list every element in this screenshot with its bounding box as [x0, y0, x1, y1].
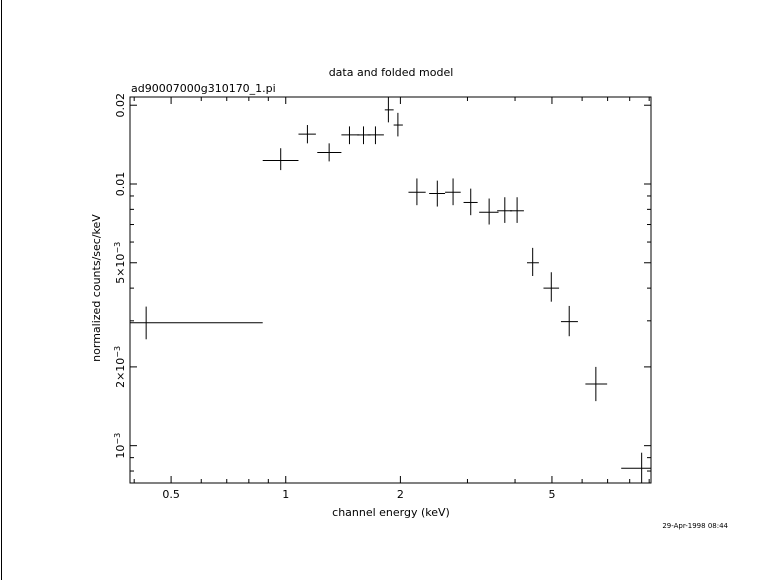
plot-frame — [129, 96, 652, 484]
data-point — [445, 178, 461, 206]
y-tick-label: 2×10−3 — [113, 346, 127, 388]
data-point — [384, 97, 394, 123]
x-axis-label: channel energy (keV) — [332, 506, 450, 519]
x-tick-labels: 0.5 1 2 5 — [162, 488, 555, 501]
timestamp: 29-Apr-1998 08:44 — [662, 522, 728, 530]
axis-ticks — [130, 97, 651, 483]
data-point — [130, 306, 263, 340]
x-tick-label: 0.5 — [162, 488, 180, 501]
data-point — [585, 366, 608, 402]
y-tick-label: 10−3 — [113, 433, 127, 459]
data-point — [560, 305, 578, 337]
data-point — [621, 452, 651, 483]
x-tick-label: 1 — [282, 488, 289, 501]
data-point — [429, 180, 446, 207]
data-point — [262, 148, 299, 171]
data-point — [341, 126, 360, 145]
y-tick-labels: 10−3 2×10−3 5×10−3 0.01 0.02 — [113, 93, 127, 459]
y-axis-label: normalized counts/sec/keV — [90, 214, 103, 362]
data-point — [510, 197, 524, 223]
y-tick-label: 0.01 — [114, 172, 127, 197]
data-point — [479, 198, 499, 225]
x-tick-label: 5 — [548, 488, 555, 501]
data-point — [367, 126, 384, 145]
data-point — [393, 112, 403, 137]
data-point — [527, 247, 539, 277]
data-points — [130, 97, 651, 483]
data-point — [298, 125, 316, 144]
data-point — [463, 188, 478, 216]
y-tick-label: 5×10−3 — [113, 242, 127, 284]
data-point — [543, 272, 560, 302]
chart-title: data and folded model — [329, 66, 454, 79]
x-tick-label: 2 — [397, 488, 404, 501]
y-tick-label: 0.02 — [114, 93, 127, 118]
data-point — [497, 197, 513, 223]
data-point — [408, 178, 426, 206]
chart-subtitle: ad90007000g310170_1.pi — [131, 82, 276, 95]
data-point — [317, 143, 342, 162]
